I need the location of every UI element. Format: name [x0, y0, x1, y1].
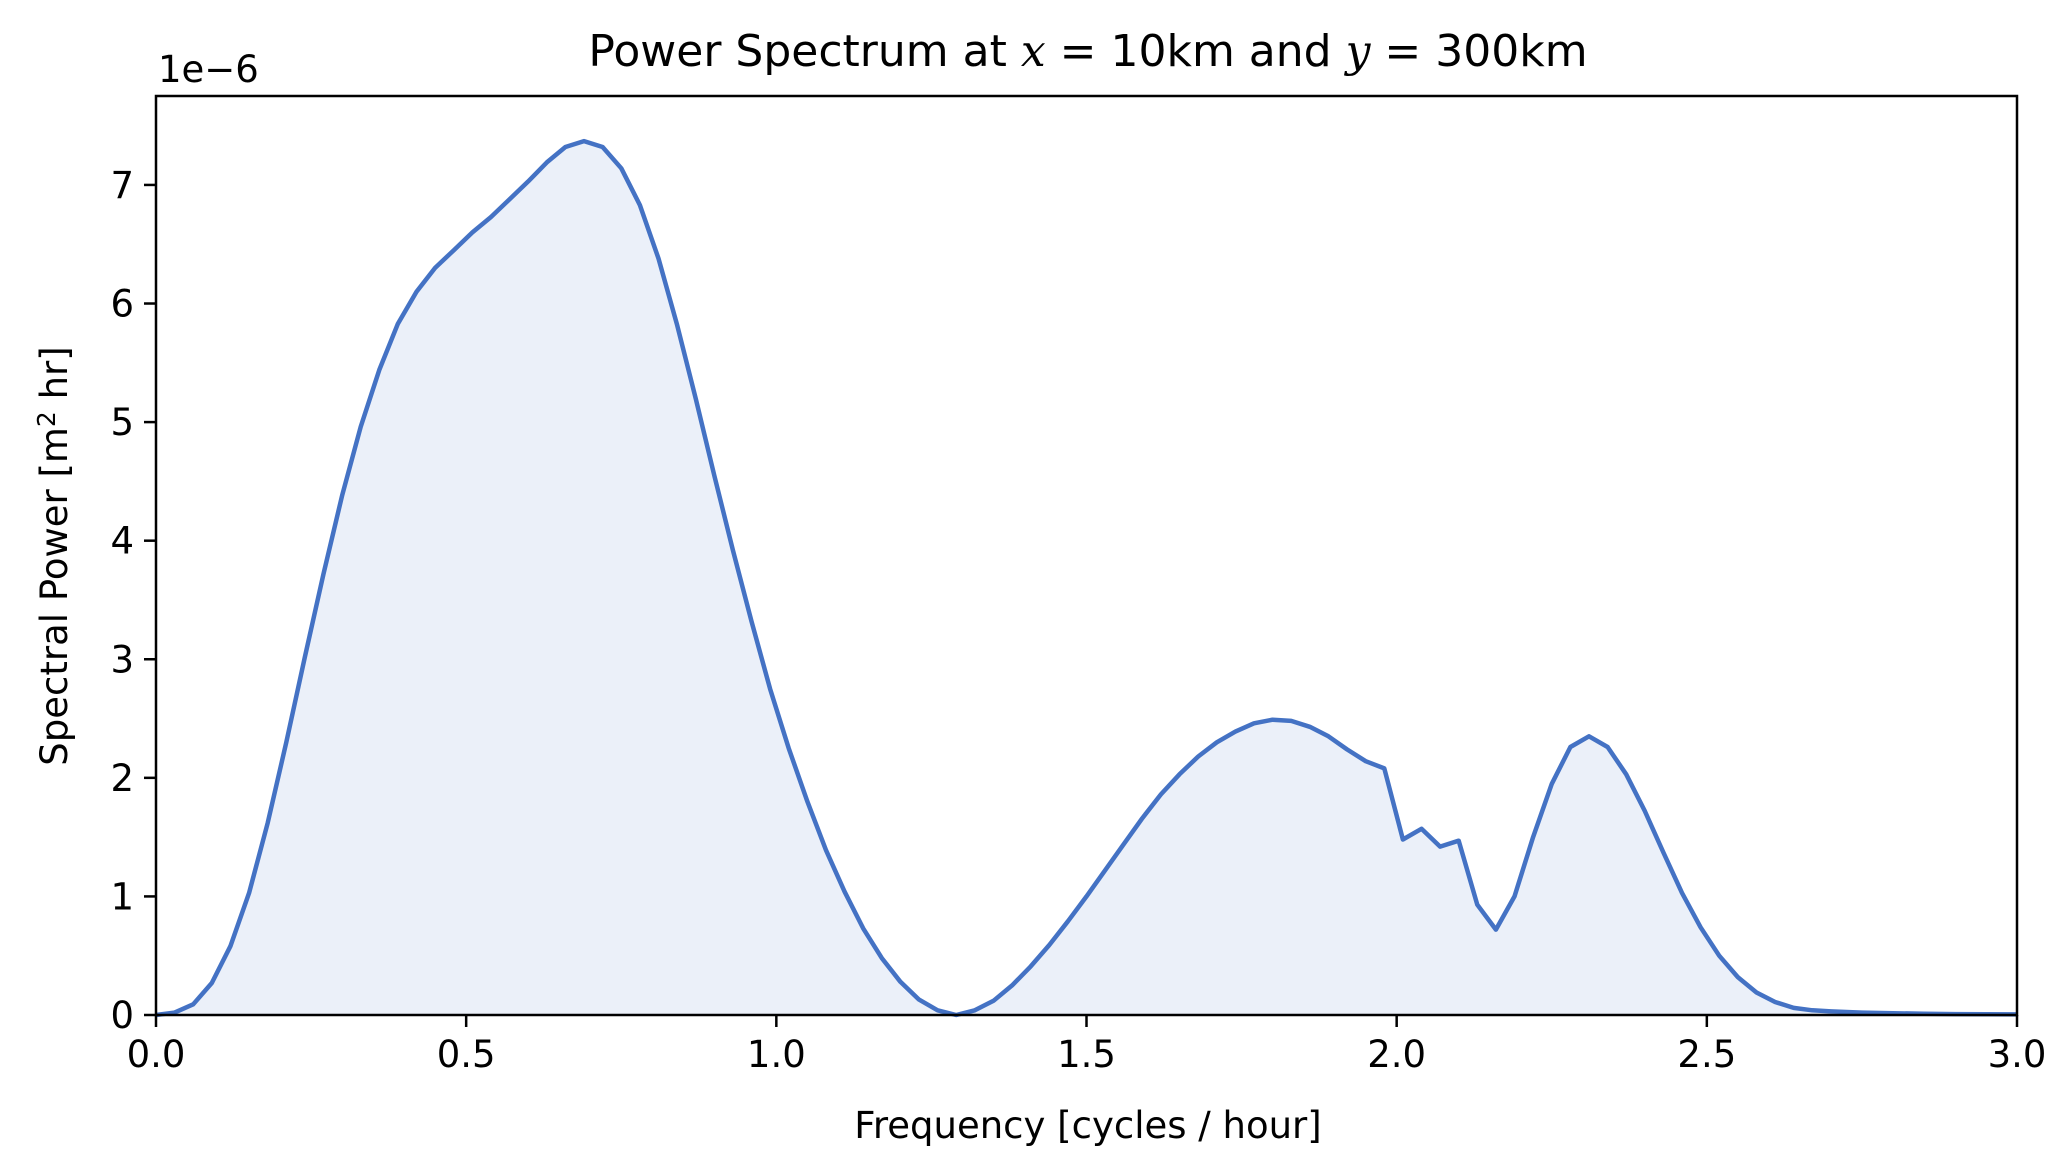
y-tick-label: 6	[110, 283, 134, 326]
x-tick-label: 1.5	[1057, 1033, 1116, 1076]
y-tick-label: 3	[110, 638, 134, 681]
y-tick-label: 7	[110, 164, 134, 207]
x-tick-label: 0.0	[127, 1033, 186, 1076]
plot-frame	[154, 94, 2019, 1017]
y-tick-label: 2	[110, 757, 134, 800]
x-tick-label: 1.0	[747, 1033, 806, 1076]
y-tick-label: 5	[110, 401, 134, 444]
y-tick-label: 4	[110, 520, 134, 563]
x-axis-label: Frequency [cycles / hour]	[854, 1104, 1321, 1147]
x-tick-label: 2.5	[1677, 1033, 1736, 1076]
x-axis-ticks: 0.0 0.5 1.0 1.5 2.0 2.5 3.0	[127, 1015, 2047, 1076]
x-tick-label: 3.0	[1988, 1033, 2047, 1076]
y-tick-label: 1	[110, 875, 134, 918]
spectrum-area-fill	[156, 141, 2017, 1016]
y-axis-ticks: 0 1 2 3 4 5 6 7	[110, 164, 156, 1037]
y-axis-label: Spectral Power [m2 hr]	[32, 346, 76, 765]
chart-title: Power Spectrum at x = 10km and y = 300km	[588, 26, 1587, 77]
x-tick-label: 0.5	[437, 1033, 496, 1076]
y-offset-label: 1e−6	[158, 48, 259, 91]
y-tick-label: 0	[110, 994, 134, 1037]
spectrum-line	[155, 138, 2018, 1018]
x-tick-label: 2.0	[1367, 1033, 1426, 1076]
